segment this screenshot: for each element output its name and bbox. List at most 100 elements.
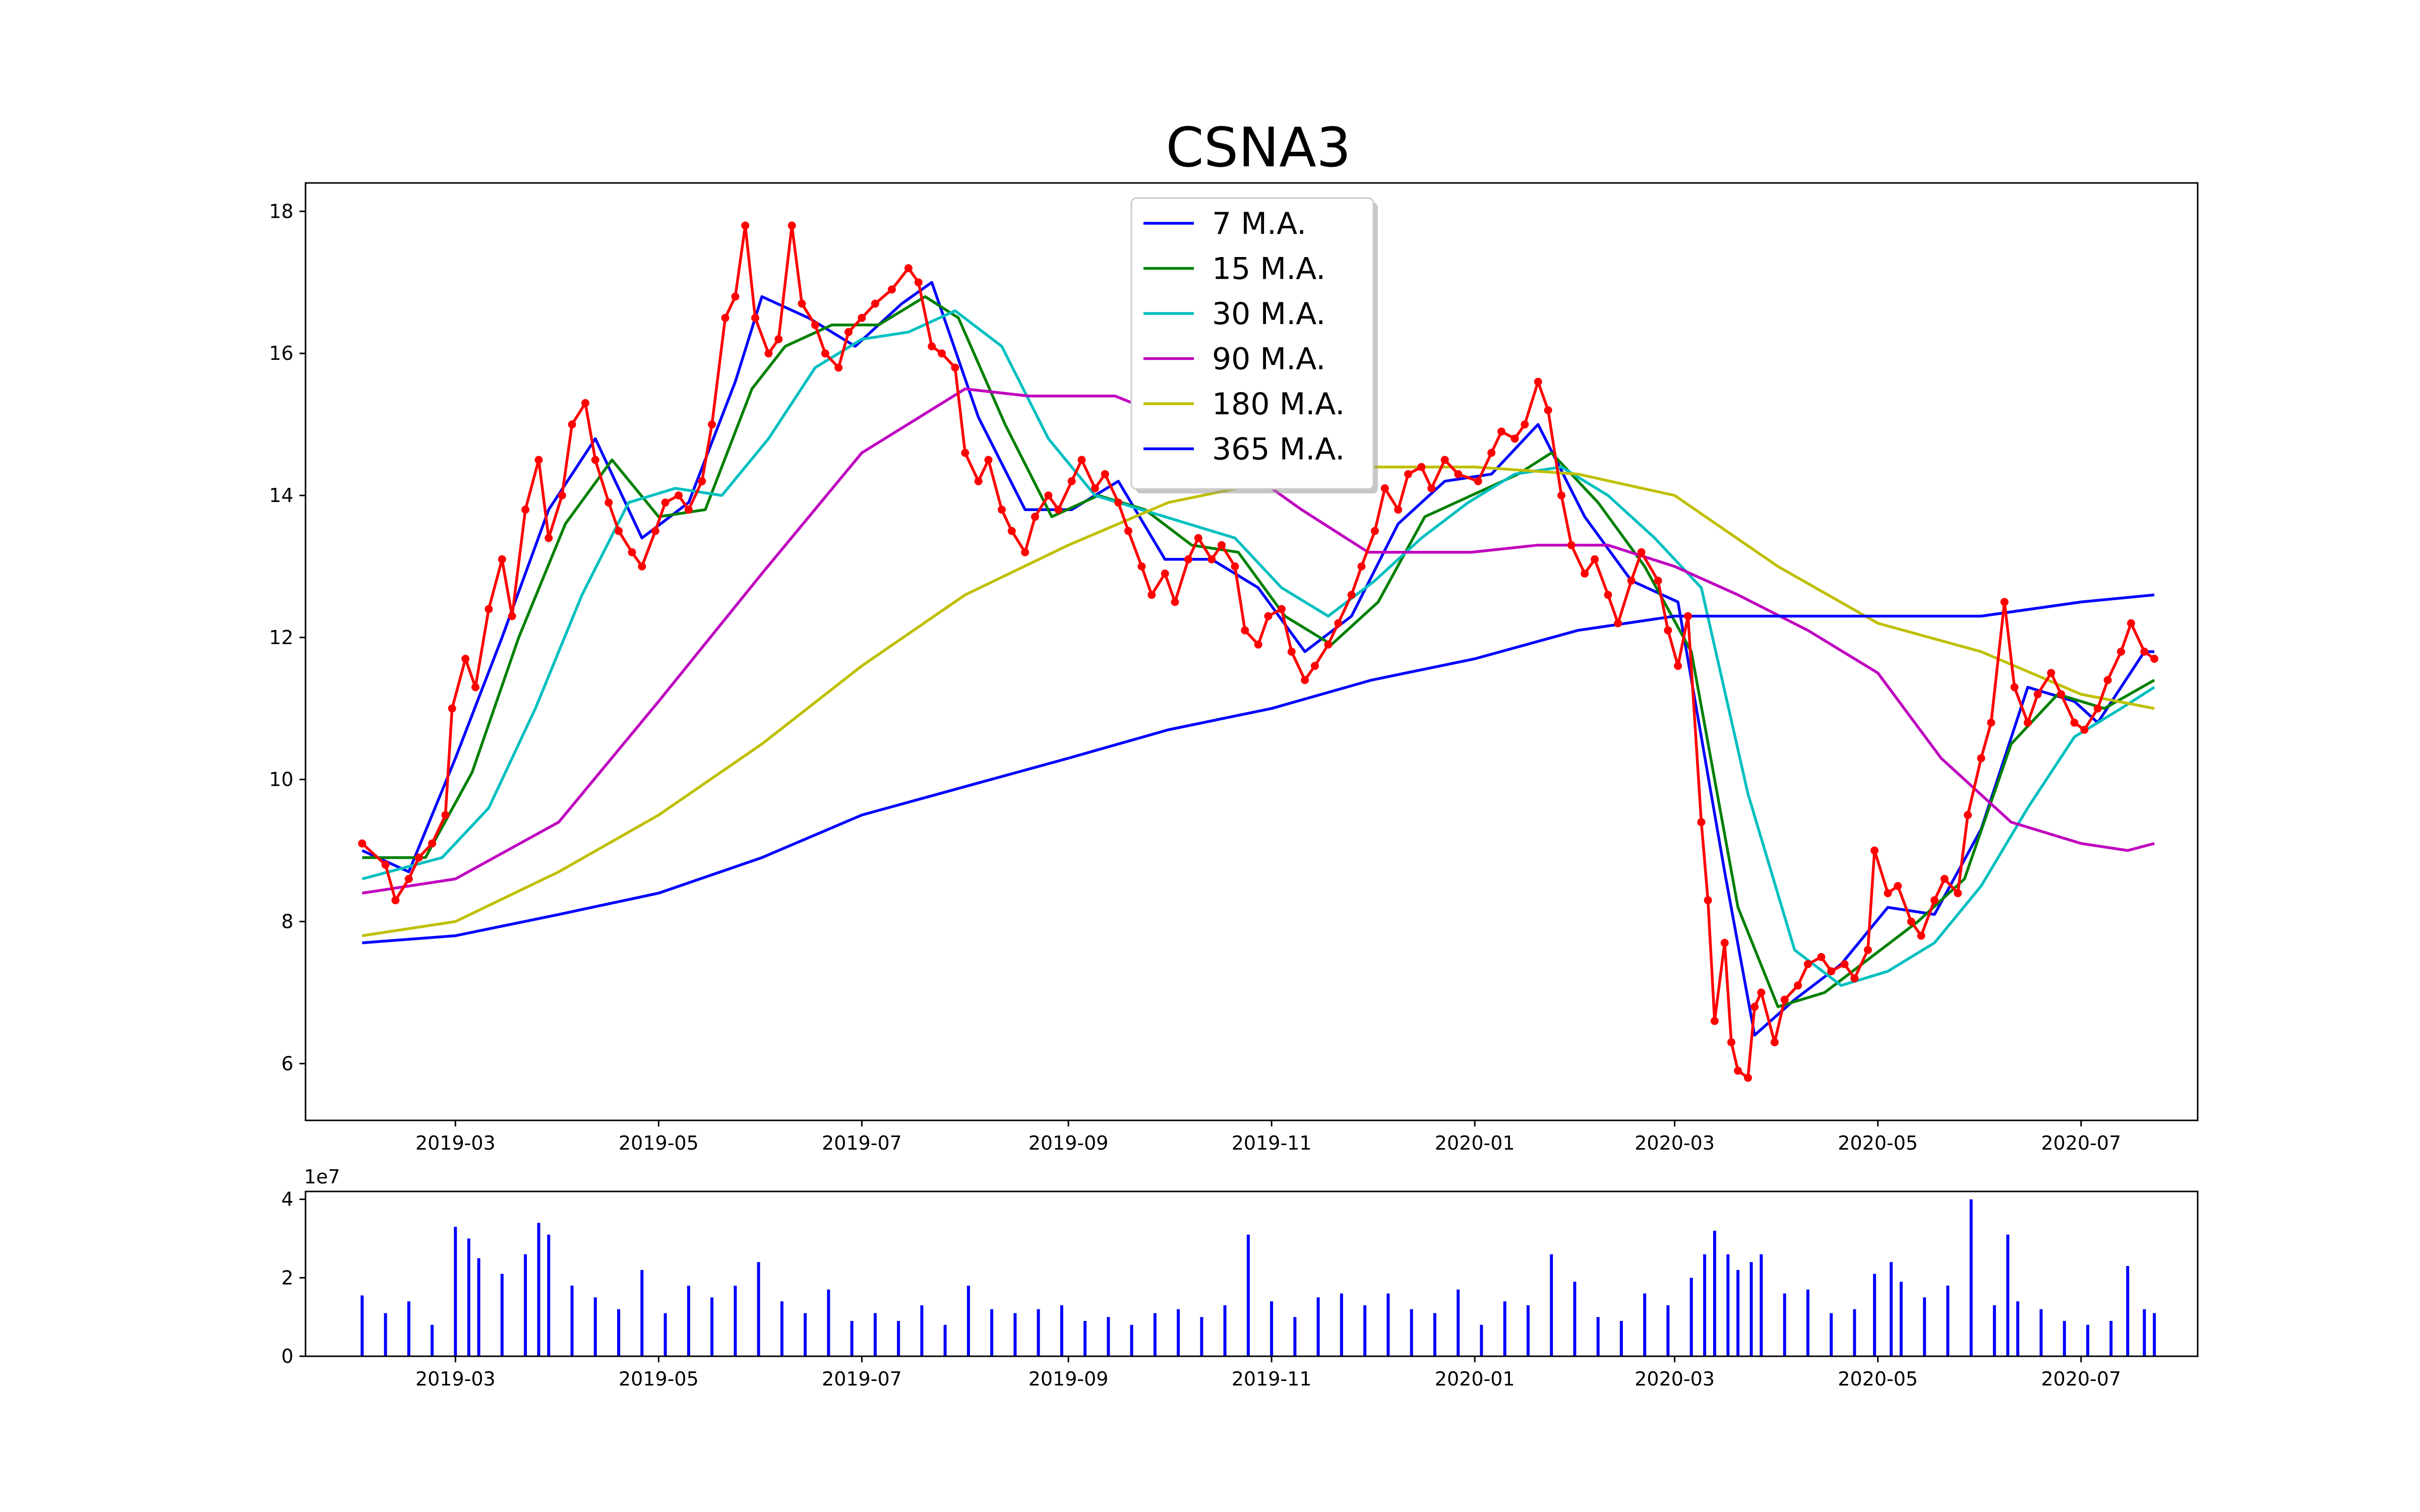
volume-bar xyxy=(1340,1293,1343,1356)
series-line-7-m-a xyxy=(361,281,2155,1037)
volume-bar xyxy=(1107,1317,1110,1356)
volume-bar xyxy=(1363,1305,1367,1356)
price-point xyxy=(1357,562,1366,571)
price-point xyxy=(1604,591,1612,599)
legend-label: 365 M.A. xyxy=(1212,432,1345,467)
price-point xyxy=(764,349,773,358)
price-point xyxy=(661,498,670,507)
price-point xyxy=(1394,506,1403,514)
price-point xyxy=(1654,577,1662,585)
price-point xyxy=(448,704,456,713)
legend-label: 30 M.A. xyxy=(1212,296,1325,332)
price-point xyxy=(1750,1002,1759,1011)
volume-bar xyxy=(1643,1293,1647,1356)
price-point xyxy=(731,292,740,301)
volume-bar xyxy=(1503,1301,1506,1356)
price-point xyxy=(751,313,759,322)
price-point xyxy=(1521,420,1529,429)
price-point xyxy=(521,506,530,514)
price-point xyxy=(1137,562,1146,571)
volume-bar xyxy=(360,1295,364,1356)
price-point xyxy=(1301,676,1309,684)
volume-plot-frame xyxy=(305,1190,2199,1357)
price-point xyxy=(887,285,896,294)
volume-bar xyxy=(1410,1309,1413,1356)
volume-bar xyxy=(2153,1313,2156,1356)
volume-bar xyxy=(2016,1301,2020,1356)
price-point xyxy=(1067,477,1076,485)
price-point xyxy=(1770,1038,1779,1046)
x-tick-label: 2020-05 xyxy=(1838,1368,1918,1390)
price-point xyxy=(928,342,936,351)
price-point xyxy=(591,456,599,464)
price-point xyxy=(1697,818,1706,827)
volume-bar xyxy=(873,1313,877,1356)
series-line-30-m-a xyxy=(361,309,2155,987)
price-point xyxy=(1171,598,1179,606)
price-point xyxy=(1794,981,1802,990)
volume-bar xyxy=(1853,1309,1856,1356)
price-point xyxy=(1744,1074,1752,1082)
volume-bar xyxy=(1666,1305,1670,1356)
volume-bar xyxy=(617,1309,621,1356)
y-tick-label: 8 xyxy=(281,910,293,932)
price-point xyxy=(441,811,450,820)
price-point xyxy=(1207,555,1216,563)
volume-bar xyxy=(1573,1282,1577,1356)
legend-label: 180 M.A. xyxy=(1212,387,1345,422)
volume-bar xyxy=(1457,1289,1460,1356)
x-tick-label: 2019-03 xyxy=(415,1368,496,1390)
price-point xyxy=(1581,570,1589,578)
price-point xyxy=(1184,555,1192,563)
x-tick-label: 2020-03 xyxy=(1635,1132,1715,1154)
price-point xyxy=(615,527,623,535)
volume-bar xyxy=(1830,1313,1833,1356)
volume-bar xyxy=(827,1289,830,1356)
volume-bar xyxy=(1223,1305,1227,1356)
price-point xyxy=(1987,718,1995,727)
price-point xyxy=(1380,484,1389,492)
price-point xyxy=(1454,470,1463,478)
volume-y-tick-label: 2 xyxy=(281,1267,293,1289)
price-point xyxy=(1417,463,1426,471)
price-point xyxy=(1054,506,1063,514)
price-point xyxy=(391,896,400,905)
price-point xyxy=(1347,591,1356,599)
price-point xyxy=(1917,931,1925,940)
x-tick-label: 2019-03 xyxy=(415,1132,496,1154)
volume-bar xyxy=(1200,1317,1203,1356)
volume-bar xyxy=(1689,1278,1693,1356)
price-point xyxy=(1850,974,1859,983)
price-point xyxy=(1021,548,1030,556)
volume-bar xyxy=(593,1297,597,1356)
volume-bar xyxy=(1946,1285,1950,1356)
volume-bar xyxy=(1760,1254,1763,1356)
y-tick-label: 6 xyxy=(281,1052,293,1075)
price-point xyxy=(1334,619,1343,627)
volume-bar xyxy=(1153,1313,1157,1356)
legend-box xyxy=(1130,197,1374,490)
legend-label: 7 M.A. xyxy=(1212,206,1306,241)
price-point xyxy=(741,221,750,230)
volume-offset-label: 1e7 xyxy=(304,1166,340,1188)
price-point xyxy=(1371,527,1379,535)
x-tick-label: 2020-03 xyxy=(1635,1368,1715,1390)
volume-bar xyxy=(897,1320,900,1356)
volume-bar xyxy=(687,1285,690,1356)
price-point xyxy=(961,449,970,457)
volume-bar xyxy=(2143,1309,2146,1356)
price-point xyxy=(1780,995,1789,1004)
x-tick-label: 2020-07 xyxy=(2041,1368,2121,1390)
price-point xyxy=(1474,477,1482,485)
price-point xyxy=(358,839,367,848)
volume-bar xyxy=(640,1270,644,1356)
price-point xyxy=(1278,605,1286,613)
price-point xyxy=(1727,1038,1735,1046)
price-point xyxy=(1977,754,1985,763)
price-point xyxy=(1031,513,1039,521)
price-point xyxy=(1241,626,1249,635)
price-point xyxy=(951,363,959,372)
volume-bar xyxy=(2086,1325,2089,1356)
x-tick-label: 2019-05 xyxy=(619,1368,699,1390)
price-point xyxy=(544,534,553,542)
